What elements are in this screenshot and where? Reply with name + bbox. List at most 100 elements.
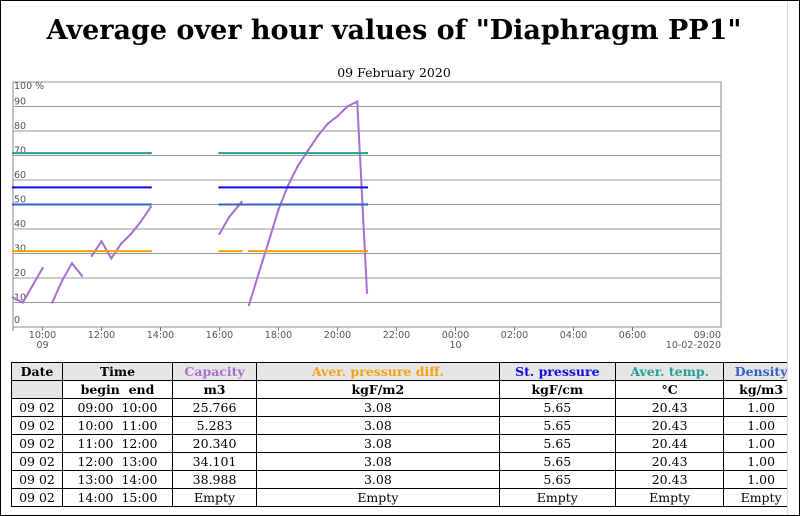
x-tick-label: 18:00 (265, 330, 292, 341)
series-point (149, 203, 152, 206)
cell-density: 1.00 (723, 452, 799, 471)
series-point (149, 151, 152, 155)
series-point (267, 240, 270, 243)
x-tick-label: 04:00 (560, 330, 587, 341)
hourly-values-table: Date Time Capacity Aver. pressure diff. … (11, 362, 799, 507)
y-tick-label: 60 (14, 170, 26, 181)
y-tick-label: 70 (14, 146, 26, 157)
series-point (297, 164, 300, 167)
cell-pressure-diff: Empty (256, 488, 500, 507)
cell-density: Empty (723, 488, 799, 507)
x-tick-label: 02:00 (501, 330, 528, 341)
series-line (248, 100, 368, 306)
col-st-pressure: St. pressure (498, 362, 617, 381)
vertical-scrollbar[interactable] (787, 1, 799, 515)
cell-temp: Empty (615, 488, 725, 507)
x-tick-date: 10-02-2020 (666, 340, 721, 351)
cell-capacity: Empty (171, 488, 258, 507)
table-row: 09 02 10:00 11:00 5.283 3.08 5.65 20.43 1.00 (11, 416, 799, 435)
table-header-row: Date Time Capacity Aver. pressure diff. … (11, 362, 799, 381)
series-point (21, 301, 24, 304)
cell-time: 10:00 11:00 (61, 416, 174, 435)
series-point (336, 115, 339, 118)
y-tick-label: 30 (14, 244, 26, 255)
x-tick-date: 10 (449, 340, 461, 351)
series-point (139, 220, 142, 223)
series-point (218, 203, 221, 206)
series-point (218, 151, 221, 155)
cell-pressure-diff: 3.08 (256, 470, 500, 489)
cell-st-pressure: 5.65 (498, 434, 617, 453)
cell-date: 09 02 (11, 416, 63, 435)
cell-capacity: 25.766 (171, 398, 258, 417)
y-tick-label: 10 (14, 293, 26, 304)
series-point (218, 249, 221, 253)
unit-pressure-diff: kgF/m2 (256, 380, 500, 399)
series-point (11, 296, 15, 299)
x-tick-label: 20:00 (324, 330, 351, 341)
col-pressure-diff: Aver. pressure diff. (256, 362, 500, 381)
series-point (277, 208, 280, 211)
series-point (11, 151, 15, 155)
cell-time: 13:00 14:00 (61, 470, 174, 489)
x-tick-label: 22:00 (383, 330, 410, 341)
cell-capacity: 5.283 (171, 416, 258, 435)
y-unit-label: 100 % (14, 81, 44, 92)
series-point (346, 105, 349, 108)
cell-date: 09 02 (11, 452, 63, 471)
cell-date: 09 02 (11, 470, 63, 489)
table-row: 09 02 12:00 13:00 34.101 3.08 5.65 20.43 1.00 (11, 452, 799, 471)
cell-time: 14:00 15:00 (61, 488, 174, 507)
series-point (257, 271, 260, 275)
series-point (90, 254, 93, 258)
cell-temp: 20.43 (615, 416, 725, 435)
cell-st-pressure: Empty (498, 488, 617, 507)
series-point (100, 240, 103, 243)
cell-st-pressure: 5.65 (498, 416, 617, 435)
series-point (247, 303, 251, 307)
x-tick-label: 14:00 (147, 330, 174, 341)
series-point (287, 183, 290, 187)
table-row: 09 02 14:00 15:00 Empty Empty Empty Empty Empt… (11, 488, 799, 507)
col-capacity: Capacity (171, 362, 258, 381)
cell-temp: 20.43 (615, 470, 725, 489)
table-row: 09 02 09:00 10:00 25.766 3.08 5.65 20.43 1.00 (11, 398, 799, 417)
table-row: 09 02 11:00 12:00 20.340 3.08 5.65 20.44 1.00 (11, 434, 799, 453)
x-tick-label: 00:00 (442, 330, 469, 341)
unit-st-pressure: kgF/cm (498, 380, 617, 399)
table-row: 09 02 13:00 14:00 38.988 3.08 5.65 20.43 1.00 (11, 470, 799, 489)
series-line (12, 267, 44, 304)
cell-pressure-diff: 3.08 (256, 398, 500, 417)
chart-series (11, 100, 369, 307)
series-point (365, 203, 369, 206)
x-tick-label: 09:00 (694, 330, 721, 341)
col-density: Density (723, 362, 799, 381)
page-title: Average over hour values of "Diaphragm P… (46, 15, 742, 46)
y-axis-labels: 100 % 90 80 70 60 50 40 30 20 10 0 (14, 81, 44, 326)
col-temp: Aver. temp. (615, 362, 725, 381)
chart-date-label: 09 February 2020 (337, 65, 451, 80)
series-point (365, 291, 369, 294)
series-point (51, 301, 54, 304)
cell-capacity: 34.101 (171, 452, 258, 471)
series-point (356, 100, 359, 103)
y-tick-label: 20 (14, 268, 26, 279)
series-point (365, 249, 369, 253)
cell-st-pressure: 5.65 (498, 398, 617, 417)
series-point (110, 257, 113, 260)
series-point (120, 242, 123, 245)
unit-temp: °C (615, 380, 725, 399)
cell-time: 12:00 13:00 (61, 452, 174, 471)
series-point (240, 200, 243, 204)
cell-st-pressure: 5.65 (498, 452, 617, 471)
series-point (149, 249, 152, 253)
cell-date: 09 02 (11, 434, 63, 453)
cell-capacity: 38.988 (171, 470, 258, 489)
series-point (80, 274, 84, 277)
series-point (365, 186, 369, 189)
x-tick-label: 10:00 (29, 330, 56, 341)
series-point (218, 232, 221, 236)
table-body: 09 02 09:00 10:00 25.766 3.08 5.65 20.43 1.00 0… (11, 398, 799, 507)
series-point (41, 267, 44, 270)
